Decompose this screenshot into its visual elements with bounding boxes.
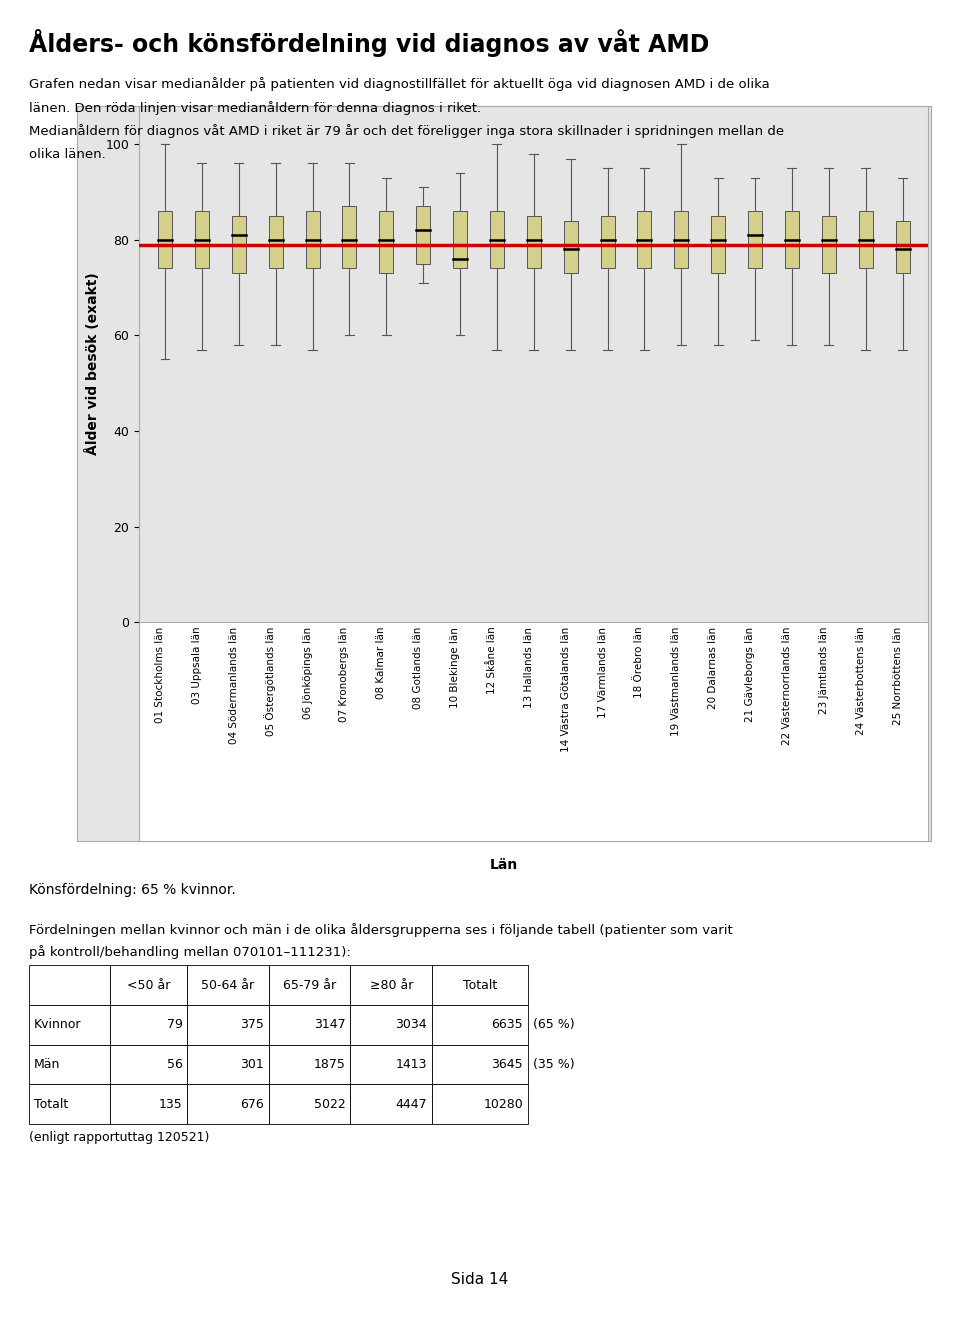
Bar [490, 211, 504, 269]
Text: Kvinnor: Kvinnor [34, 1018, 81, 1031]
Text: 08 Gotlands län: 08 Gotlands län [413, 626, 423, 710]
Bar [564, 221, 578, 273]
Text: (35 %): (35 %) [533, 1058, 574, 1071]
Y-axis label: Ålder vid besök (exakt): Ålder vid besök (exakt) [85, 273, 100, 455]
Text: 20 Dalarnas län: 20 Dalarnas län [708, 626, 718, 708]
Text: 3147: 3147 [314, 1018, 346, 1031]
Text: 14 Västra Götalands län: 14 Västra Götalands län [561, 626, 570, 752]
Text: 18 Örebro län: 18 Örebro län [635, 626, 644, 698]
Bar [896, 221, 909, 273]
Text: 676: 676 [240, 1098, 264, 1111]
Bar [822, 216, 836, 273]
Text: Män: Män [34, 1058, 60, 1071]
Bar [711, 216, 725, 273]
Text: Grafen nedan visar medianålder på patienten vid diagnostillfället för aktuellt ö: Grafen nedan visar medianålder på patien… [29, 77, 770, 91]
Text: 06 Jönköpings län: 06 Jönköpings län [302, 626, 313, 719]
Text: länen. Den röda linjen visar medianåldern för denna diagnos i riket.: länen. Den röda linjen visar medianålder… [29, 101, 481, 115]
Text: 01 Stockholms län: 01 Stockholms län [155, 626, 165, 723]
Text: (65 %): (65 %) [533, 1018, 574, 1031]
Bar [637, 211, 652, 269]
Text: 135: 135 [158, 1098, 182, 1111]
Text: 5022: 5022 [314, 1098, 346, 1111]
Text: 301: 301 [240, 1058, 264, 1071]
Bar [748, 211, 762, 269]
Bar [785, 211, 799, 269]
Text: 24 Västerbottens län: 24 Västerbottens län [855, 626, 866, 735]
Bar [858, 211, 873, 269]
Text: 3034: 3034 [396, 1018, 427, 1031]
Text: 56: 56 [166, 1058, 182, 1071]
Text: (enligt rapportuttag 120521): (enligt rapportuttag 120521) [29, 1131, 209, 1144]
Text: 1413: 1413 [396, 1058, 427, 1071]
Text: 08 Kalmar län: 08 Kalmar län [376, 626, 386, 699]
Text: Totalt: Totalt [463, 978, 497, 992]
Text: olika länen.: olika länen. [29, 148, 106, 162]
Text: 1875: 1875 [314, 1058, 346, 1071]
Text: 12 Skåne län: 12 Skåne län [487, 626, 497, 694]
Text: 23 Jämtlands län: 23 Jämtlands län [819, 626, 828, 714]
Text: Medianåldern för diagnos våt AMD i riket är 79 år och det föreligger inga stora : Medianåldern för diagnos våt AMD i riket… [29, 124, 784, 139]
Text: Sida 14: Sida 14 [451, 1272, 509, 1287]
Bar [674, 211, 688, 269]
Bar [195, 211, 209, 269]
Text: 3645: 3645 [492, 1058, 523, 1071]
Text: 17 Värmlands län: 17 Värmlands län [597, 626, 608, 718]
Text: 07 Kronobergs län: 07 Kronobergs län [340, 626, 349, 722]
Text: 19 Västmanlands län: 19 Västmanlands län [671, 626, 682, 736]
Bar [416, 207, 430, 263]
Text: 04 Södermanlands län: 04 Södermanlands län [228, 626, 239, 744]
Text: 22 Västernorrlands län: 22 Västernorrlands län [781, 626, 792, 745]
Text: 03 Uppsala län: 03 Uppsala län [192, 626, 202, 704]
Bar [379, 211, 394, 273]
Text: ≥80 år: ≥80 år [370, 978, 413, 992]
Text: Län: Län [490, 858, 518, 873]
Bar [527, 216, 540, 269]
Text: Fördelningen mellan kvinnor och män i de olika åldersgrupperna ses i följande ta: Fördelningen mellan kvinnor och män i de… [29, 923, 732, 937]
Text: 21 Gävleborgs län: 21 Gävleborgs län [745, 626, 755, 722]
Text: Totalt: Totalt [34, 1098, 68, 1111]
Text: 6635: 6635 [492, 1018, 523, 1031]
Text: 25 Norrböttens län: 25 Norrböttens län [893, 626, 902, 726]
Text: 10280: 10280 [484, 1098, 523, 1111]
Bar [269, 216, 282, 269]
Bar [305, 211, 320, 269]
Text: 375: 375 [240, 1018, 264, 1031]
Text: på kontroll/behandling mellan 070101–111231):: på kontroll/behandling mellan 070101–111… [29, 945, 350, 960]
Text: 65-79 år: 65-79 år [283, 978, 336, 992]
Text: Könsfördelning: 65 % kvinnor.: Könsfördelning: 65 % kvinnor. [29, 883, 235, 898]
Text: 05 Östergötlands län: 05 Östergötlands län [264, 626, 276, 736]
Text: 50-64 år: 50-64 år [202, 978, 254, 992]
Text: 13 Hallands län: 13 Hallands län [524, 626, 534, 707]
Bar [343, 207, 356, 269]
Bar [158, 211, 172, 269]
Text: Ålders- och könsfördelning vid diagnos av våt AMD: Ålders- och könsfördelning vid diagnos a… [29, 29, 709, 57]
Bar [231, 216, 246, 273]
Text: <50 år: <50 år [127, 978, 171, 992]
Text: 10 Blekinge län: 10 Blekinge län [450, 626, 460, 707]
Bar [453, 211, 467, 269]
Text: 79: 79 [166, 1018, 182, 1031]
Bar [601, 216, 614, 269]
Text: 4447: 4447 [396, 1098, 427, 1111]
